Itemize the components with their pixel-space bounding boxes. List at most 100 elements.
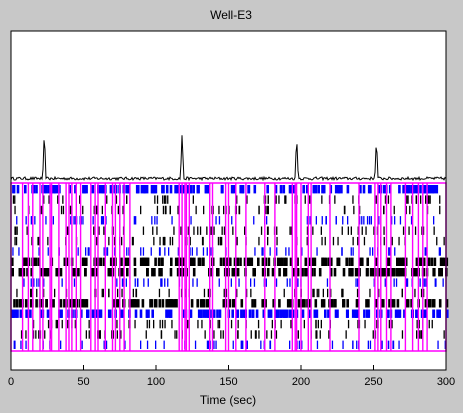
spike-mark [153, 319, 155, 329]
spike-mark [401, 268, 404, 277]
spike-mark [74, 216, 77, 225]
spike-mark [240, 309, 243, 318]
spike-mark [159, 247, 161, 256]
spike-mark [140, 205, 142, 215]
spike-mark [236, 268, 240, 277]
spike-mark [79, 195, 81, 204]
spike-mark [334, 195, 336, 204]
spike-mark [202, 299, 206, 308]
spike-mark [266, 205, 269, 215]
spike-mark [342, 216, 344, 225]
spike-mark [143, 278, 145, 287]
spike-mark [301, 268, 304, 277]
spike-mark [421, 330, 423, 339]
spike-mark [30, 268, 33, 277]
spike-mark [163, 195, 166, 204]
spike-mark [354, 268, 358, 277]
spike-mark [369, 288, 371, 298]
spike-mark [276, 257, 280, 266]
spike-mark [91, 185, 95, 194]
spike-mark [264, 195, 267, 204]
spike-mark [22, 268, 26, 277]
spike-mark [423, 278, 425, 287]
spike-mark [197, 226, 199, 235]
spike-mark [52, 216, 54, 225]
spike-mark [267, 257, 271, 266]
spike-mark [433, 226, 435, 235]
spike-mark [279, 309, 282, 318]
spike-mark [217, 236, 220, 246]
spike-mark [115, 299, 118, 308]
spike-mark [26, 309, 29, 318]
spike-mark [48, 195, 50, 204]
x-tick-label: 100 [147, 376, 165, 388]
spike-mark [364, 319, 366, 329]
spike-mark [321, 185, 324, 194]
spike-mark [305, 185, 309, 194]
spike-mark [253, 299, 257, 308]
spike-mark [81, 340, 83, 349]
spike-mark [372, 247, 374, 256]
spike-mark [56, 268, 60, 277]
spike-mark [99, 257, 103, 266]
spike-mark [318, 268, 322, 277]
spike-mark [26, 226, 28, 235]
spike-mark [406, 195, 408, 204]
spike-mark [77, 268, 80, 277]
spike-mark [124, 340, 126, 349]
spike-mark [22, 257, 25, 266]
spike-mark [401, 257, 405, 266]
spike-mark [367, 340, 369, 349]
spike-mark [261, 247, 263, 256]
spike-mark [388, 299, 391, 308]
spike-mark [254, 247, 256, 256]
spike-mark [145, 185, 149, 194]
spike-mark [20, 340, 22, 349]
spike-mark [286, 299, 290, 308]
spike-mark [405, 278, 408, 287]
spike-mark [347, 319, 350, 329]
spike-mark [165, 299, 168, 308]
spike-mark [297, 299, 301, 308]
spike-mark [270, 330, 273, 339]
spike-mark [187, 319, 189, 329]
spike-mark [33, 278, 35, 287]
spike-mark [203, 288, 206, 298]
spike-mark [154, 216, 156, 225]
spike-mark [116, 319, 118, 329]
spike-mark [189, 309, 193, 318]
spike-mark [315, 309, 319, 318]
spike-mark [381, 340, 383, 349]
spike-mark [393, 278, 395, 287]
spike-mark [25, 257, 28, 266]
spike-mark [432, 299, 436, 308]
spike-mark [374, 257, 378, 266]
spike-mark [366, 216, 369, 225]
spike-mark [437, 309, 441, 318]
spike-mark [378, 288, 380, 298]
spike-mark [232, 226, 234, 235]
spike-mark [410, 299, 414, 308]
spike-mark [57, 195, 59, 204]
spike-mark [405, 205, 407, 215]
spike-mark [315, 319, 317, 329]
spike-mark [276, 309, 279, 318]
spike-mark [221, 236, 223, 246]
spike-mark [127, 185, 130, 194]
spike-mark [197, 319, 199, 329]
spike-mark [352, 247, 354, 256]
spike-mark [313, 309, 317, 318]
spike-mark [291, 309, 295, 318]
spike-mark [262, 247, 264, 256]
spike-mark [14, 340, 16, 349]
spike-mark [238, 205, 240, 215]
spike-mark [428, 319, 430, 329]
spike-mark [221, 226, 223, 235]
spike-mark [92, 268, 95, 277]
spike-mark [430, 257, 434, 266]
spike-mark [204, 185, 208, 194]
spike-mark [327, 309, 330, 318]
spike-mark [31, 288, 33, 298]
spike-mark [73, 216, 75, 225]
spike-mark [56, 185, 59, 194]
